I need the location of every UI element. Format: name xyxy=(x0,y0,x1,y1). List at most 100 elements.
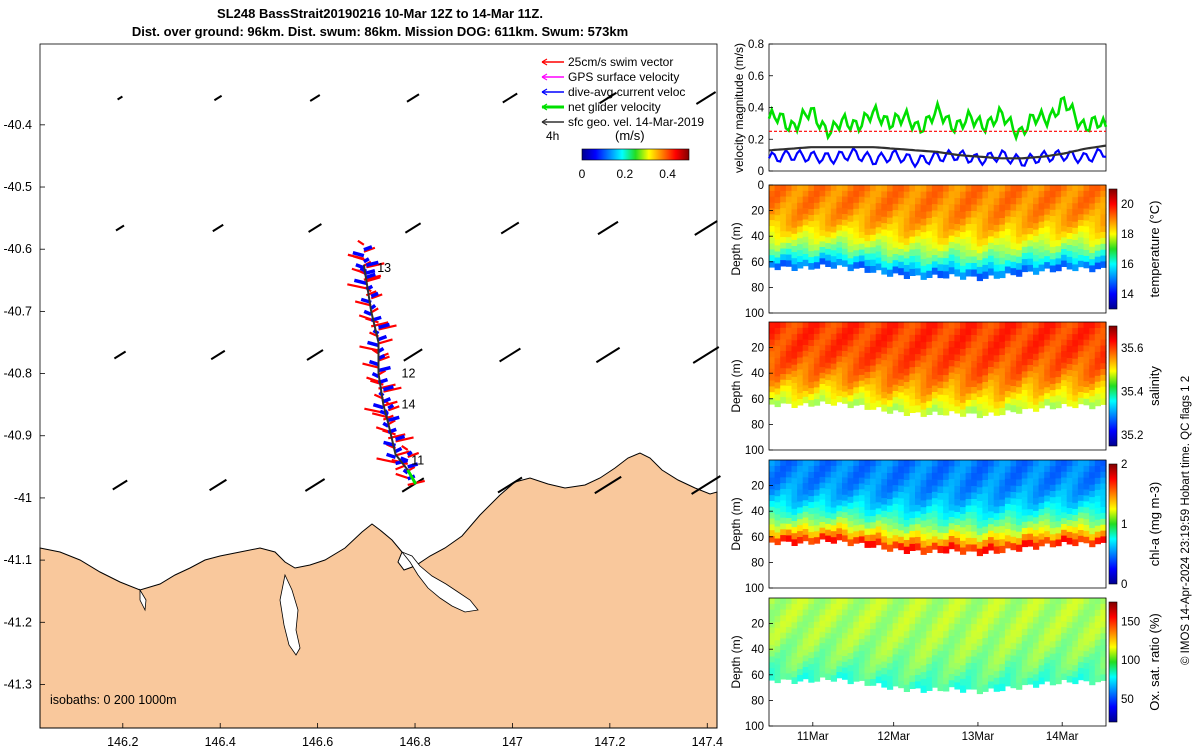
oxygen-cell xyxy=(1004,679,1012,687)
temperature-cell xyxy=(797,190,804,198)
temperature-cell xyxy=(887,263,894,271)
chlorophyll-cell xyxy=(926,532,933,540)
salinity-cell xyxy=(858,333,866,341)
chlorophyll-cell xyxy=(1061,512,1068,519)
salinity-cell xyxy=(1044,393,1051,400)
salinity-cell xyxy=(1004,334,1012,342)
temperature-cell xyxy=(920,205,927,213)
oxygen-cell xyxy=(926,677,933,685)
salinity-cell xyxy=(1089,396,1096,403)
temperature-cell xyxy=(875,197,882,204)
chlorophyll-ytick-label: 40 xyxy=(751,506,764,518)
salinity-cell xyxy=(1004,322,1012,329)
oxygen-cell xyxy=(1055,677,1062,685)
salinity-cell xyxy=(836,327,843,334)
chlorophyll-cell xyxy=(976,541,983,550)
chlorophyll-cell xyxy=(1061,465,1068,473)
temperature-cell xyxy=(808,185,815,192)
salinity-cell xyxy=(813,345,821,353)
temperature-cell xyxy=(892,197,899,205)
oxygen-cell xyxy=(830,609,837,617)
chlorophyll-cell xyxy=(898,485,905,493)
oxygen-cell xyxy=(960,638,967,646)
chlorophyll-cell xyxy=(819,465,826,472)
chlorophyll-cell xyxy=(1072,515,1079,522)
temperature-cell xyxy=(774,257,781,265)
chlorophyll-cell xyxy=(813,531,821,538)
salinity-cell xyxy=(943,375,950,383)
oxygen-cell xyxy=(993,644,1000,652)
chlorophyll-cell xyxy=(943,499,950,507)
salinity-cell xyxy=(965,335,972,343)
temperature-cell xyxy=(1027,264,1034,272)
chlorophyll-cell xyxy=(887,499,894,507)
temperature-cell xyxy=(819,235,826,242)
temperature-cell xyxy=(931,235,939,243)
salinity-cell xyxy=(887,348,894,356)
chlorophyll-cell xyxy=(1072,502,1079,510)
chlorophyll-cell xyxy=(797,501,804,508)
map-xtick-label: 146.8 xyxy=(399,735,430,749)
salinity-cell xyxy=(1083,375,1090,382)
chlorophyll-cell xyxy=(926,512,933,520)
temperature-cell xyxy=(825,254,832,262)
temperature-cell xyxy=(870,266,877,273)
current-vector xyxy=(112,479,128,491)
oxygen-cell xyxy=(937,683,944,692)
temperature-cell xyxy=(965,243,972,251)
oxygen-cell xyxy=(847,671,854,678)
chlorophyll-cell xyxy=(830,501,837,509)
chlorophyll-cell xyxy=(813,465,821,473)
oxygen-cell xyxy=(881,636,888,644)
oxygen-cell xyxy=(948,598,955,605)
salinity-cell xyxy=(881,366,888,374)
temperature-cell xyxy=(993,191,1000,199)
oxygen-cell xyxy=(875,640,882,647)
salinity-cell xyxy=(892,384,899,392)
chlorophyll-cell xyxy=(1061,477,1068,484)
salinity-cell xyxy=(898,334,905,342)
temperature-cell xyxy=(976,219,983,227)
chlorophyll-cell xyxy=(830,519,837,526)
oxygen-cell xyxy=(1016,598,1023,606)
temperature-cell xyxy=(903,218,910,226)
chlorophyll-cell xyxy=(954,531,961,539)
salinity-cell xyxy=(1089,402,1096,410)
chlorophyll-cell xyxy=(1004,535,1012,543)
salinity-cell xyxy=(774,400,781,408)
oxygen-cell xyxy=(982,671,989,679)
chlorophyll-cell xyxy=(1027,503,1034,510)
salinity-cell xyxy=(1004,403,1012,411)
oxygen-cell xyxy=(858,598,866,605)
temperature-cell xyxy=(971,217,978,225)
temperature-cell xyxy=(774,263,781,271)
salinity-cell xyxy=(1049,359,1056,366)
salinity-cell xyxy=(1089,359,1096,366)
temperature-cell xyxy=(808,221,815,228)
oxygen-cell xyxy=(1033,674,1040,682)
temperature-cell xyxy=(842,202,849,209)
temperature-cell xyxy=(1010,236,1017,244)
oxygen-cell xyxy=(948,642,955,650)
temperature-cell xyxy=(785,196,793,203)
temperature-cell xyxy=(780,248,787,255)
chlorophyll-cell xyxy=(864,472,871,480)
temperature-cell xyxy=(988,191,995,199)
temperature-cell xyxy=(1021,222,1028,229)
chlorophyll-cell xyxy=(1044,477,1051,485)
salinity-ylabel: Depth (m) xyxy=(729,359,743,412)
chlorophyll-cell xyxy=(920,460,927,468)
salinity-cell xyxy=(1066,376,1073,383)
temperature-cell xyxy=(1072,221,1079,229)
temperature-cell xyxy=(965,224,972,232)
temperature-cell xyxy=(1094,214,1101,222)
oxygen-cell xyxy=(870,660,877,668)
oxygen-cell xyxy=(785,615,793,622)
salinity-cell xyxy=(976,349,983,357)
salinity-cell xyxy=(858,339,866,347)
temperature-cell xyxy=(836,202,843,209)
oxygen-cell xyxy=(1010,681,1017,689)
oxygen-cell xyxy=(785,598,793,605)
salinity-cell xyxy=(870,390,877,398)
chlorophyll-cell xyxy=(903,460,910,468)
